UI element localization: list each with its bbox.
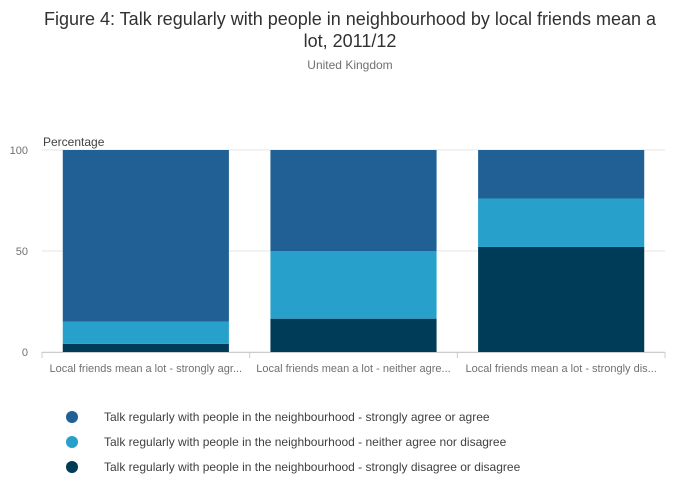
y-tick-label: 50: [16, 246, 28, 258]
y-axis-label: Percentage: [43, 135, 105, 149]
axes: 0 50 100 Local friends mean a lot - strongl…: [10, 145, 666, 375]
bar-segment[interactable]: [62, 343, 229, 352]
x-tick-label: Local friends mean a lot - neither agre.…: [256, 363, 450, 375]
bar-segment[interactable]: [270, 150, 437, 251]
legend: Talk regularly with people in the neighb…: [66, 404, 520, 479]
bar-segment[interactable]: [478, 246, 645, 352]
legend-swatch-strongly-agree: [66, 410, 78, 423]
legend-item[interactable]: Talk regularly with people in the neighb…: [66, 404, 520, 429]
bar-segment[interactable]: [62, 150, 229, 322]
x-tick-label: Local friends mean a lot - strongly dis.…: [465, 363, 656, 375]
chart-title: Figure 4: Talk regularly with people in …: [43, 9, 657, 51]
legend-label: Talk regularly with people in the neighb…: [104, 409, 490, 424]
bar-segment[interactable]: [270, 318, 437, 352]
bar-area: [62, 150, 645, 352]
legend-item[interactable]: Talk regularly with people in the neighb…: [66, 429, 520, 454]
bar-segment[interactable]: [270, 251, 437, 319]
x-tick-label: Local friends mean a lot - strongly agr.…: [50, 363, 243, 375]
bar-segment[interactable]: [478, 198, 645, 247]
y-tick-label: 0: [22, 347, 28, 359]
stacked-bar-chart: 0 50 100 Local friends mean a lot - strongl…: [10, 135, 666, 375]
legend-swatch-neither: [66, 435, 78, 448]
chart-subtitle: United Kingdom: [307, 58, 393, 72]
bar-segment[interactable]: [62, 321, 229, 344]
legend-swatch-strongly-disagree: [66, 460, 78, 473]
legend-item[interactable]: Talk regularly with people in the neighb…: [66, 454, 520, 479]
y-tick-label: 100: [10, 145, 28, 157]
legend-label: Talk regularly with people in the neighb…: [104, 434, 507, 449]
bar-segment[interactable]: [478, 150, 645, 199]
legend-label: Talk regularly with people in the neighb…: [104, 459, 521, 474]
